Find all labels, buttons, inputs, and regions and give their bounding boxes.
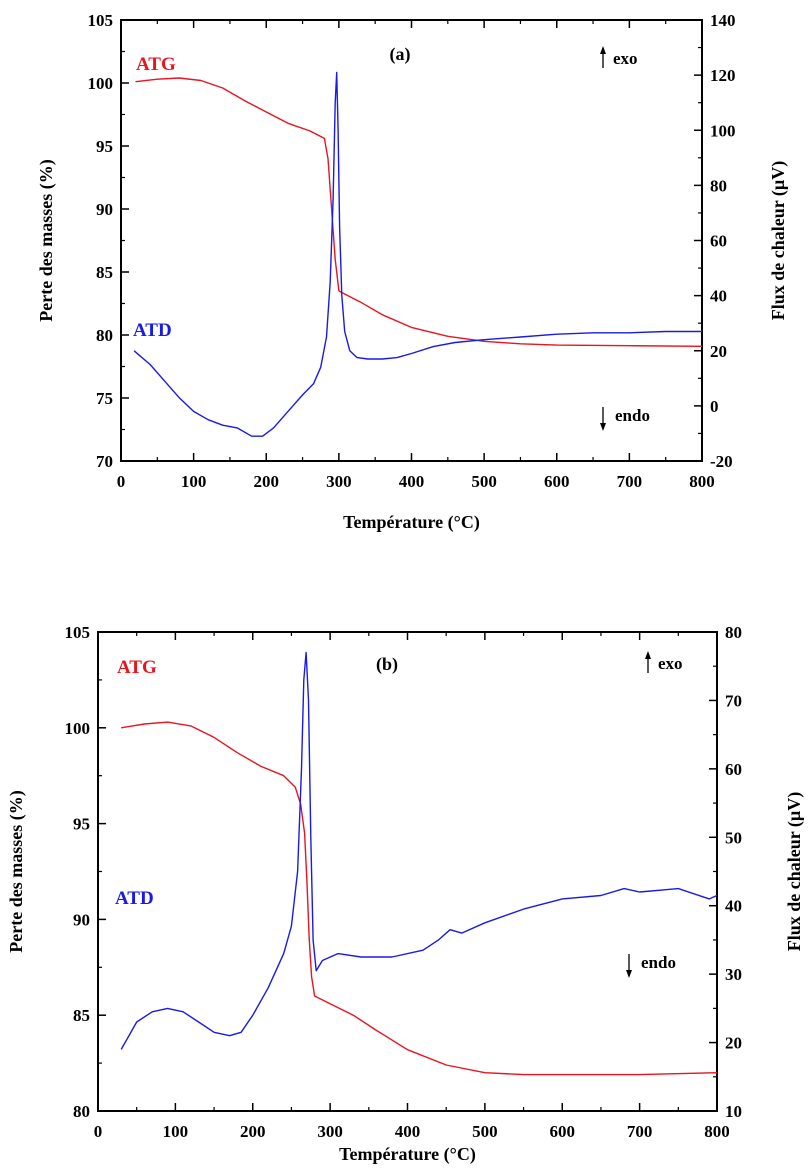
- endo-label: endo: [641, 953, 676, 972]
- x-tick-label: 100: [163, 1122, 189, 1141]
- y-right-axis-title: Flux de chaleur (µV): [784, 792, 805, 952]
- x-tick-label: 0: [117, 472, 126, 491]
- series-label-atg: ATG: [136, 54, 176, 75]
- y-left-tick-label: 70: [96, 452, 113, 471]
- y-left-tick-label: 90: [73, 910, 90, 929]
- chart-panel-b: 0 100 200 300 400 500 600 700 800 80 85 90 95 100 105 1…: [6, 623, 805, 1165]
- y-left-tick-label: 80: [96, 326, 113, 345]
- exo-arrowhead-icon: [600, 46, 606, 54]
- panel-label: (a): [390, 44, 411, 65]
- y-right-tick-label: 120: [710, 66, 736, 85]
- plot-frame: [97, 631, 718, 1112]
- y-left-tick-label: 85: [73, 1006, 90, 1025]
- y-right-tick-label: 70: [725, 691, 742, 710]
- endo-arrowhead-icon: [600, 423, 606, 431]
- series-label-atd: ATD: [115, 888, 154, 909]
- y-left-tick-label: 80: [73, 1102, 90, 1121]
- y-right-tick-label: 100: [710, 121, 736, 140]
- x-tick-label: 700: [627, 1122, 653, 1141]
- y-right-tick-label: 140: [710, 11, 736, 30]
- x-tick-label: 600: [550, 1122, 576, 1141]
- y-right-tick-label: 0: [710, 397, 719, 416]
- x-tick-label: 800: [689, 472, 715, 491]
- x-axis-title: Température (°C): [339, 1144, 476, 1165]
- series-line-atg: [121, 721, 718, 1076]
- x-axis-title: Température (°C): [343, 512, 480, 533]
- x-tick-label: 500: [471, 472, 497, 491]
- series-line-atd: [120, 651, 718, 1050]
- endo-label: endo: [615, 406, 650, 425]
- y-right-tick-label: 10: [725, 1102, 742, 1121]
- chart-panel-a: 0 100 200 300 400 500 600 700 800707580859095100…: [36, 11, 789, 533]
- x-tick-label: 600: [544, 472, 570, 491]
- y-right-tick-label: 80: [710, 176, 727, 195]
- y-right-tick-label: 50: [725, 828, 742, 847]
- exo-arrowhead-icon: [645, 651, 651, 659]
- y-right-tick-label: 60: [710, 232, 727, 251]
- y-right-tick-label: 20: [710, 342, 727, 361]
- endo-arrowhead-icon: [626, 970, 632, 978]
- series-label-atd: ATD: [133, 320, 172, 341]
- x-tick-label: 800: [704, 1122, 730, 1141]
- x-tick-label: 0: [94, 1122, 103, 1141]
- y-right-tick-label: 80: [725, 623, 742, 642]
- y-left-tick-label: 85: [96, 263, 113, 282]
- y-left-tick-label: 90: [96, 200, 113, 219]
- series-line-atg: [135, 77, 703, 347]
- y-left-tick-label: 95: [96, 137, 113, 156]
- x-tick-label: 700: [617, 472, 643, 491]
- y-right-tick-label: -20: [710, 452, 733, 471]
- x-tick-label: 500: [472, 1122, 498, 1141]
- x-tick-label: 300: [326, 472, 352, 491]
- x-tick-label: 100: [181, 472, 207, 491]
- series-line-atd: [133, 71, 702, 437]
- y-left-tick-label: 105: [88, 11, 114, 30]
- plot-frame: [120, 19, 703, 462]
- exo-label: exo: [613, 49, 638, 68]
- x-tick-label: 400: [395, 1122, 421, 1141]
- x-tick-label: 200: [240, 1122, 266, 1141]
- y-right-axis-title: Flux de chaleur (µV): [768, 161, 789, 321]
- y-left-tick-label: 95: [73, 815, 90, 834]
- y-right-tick-label: 40: [725, 897, 742, 916]
- y-right-tick-label: 30: [725, 965, 742, 984]
- y-right-tick-label: 60: [725, 760, 742, 779]
- x-tick-label: 200: [254, 472, 280, 491]
- x-tick-label: 400: [399, 472, 425, 491]
- y-left-tick-label: 100: [88, 74, 114, 93]
- exo-label: exo: [658, 654, 683, 673]
- y-left-axis-title: Perte des masses (%): [6, 790, 27, 952]
- y-left-tick-label: 75: [96, 389, 113, 408]
- y-right-tick-label: 20: [725, 1034, 742, 1053]
- panel-label: (b): [376, 654, 398, 675]
- y-left-tick-label: 100: [65, 719, 91, 738]
- series-label-atg: ATG: [117, 657, 157, 678]
- x-tick-label: 300: [317, 1122, 343, 1141]
- y-right-tick-label: 40: [710, 287, 727, 306]
- y-left-axis-title: Perte des masses (%): [36, 159, 57, 321]
- y-left-tick-label: 105: [65, 623, 91, 642]
